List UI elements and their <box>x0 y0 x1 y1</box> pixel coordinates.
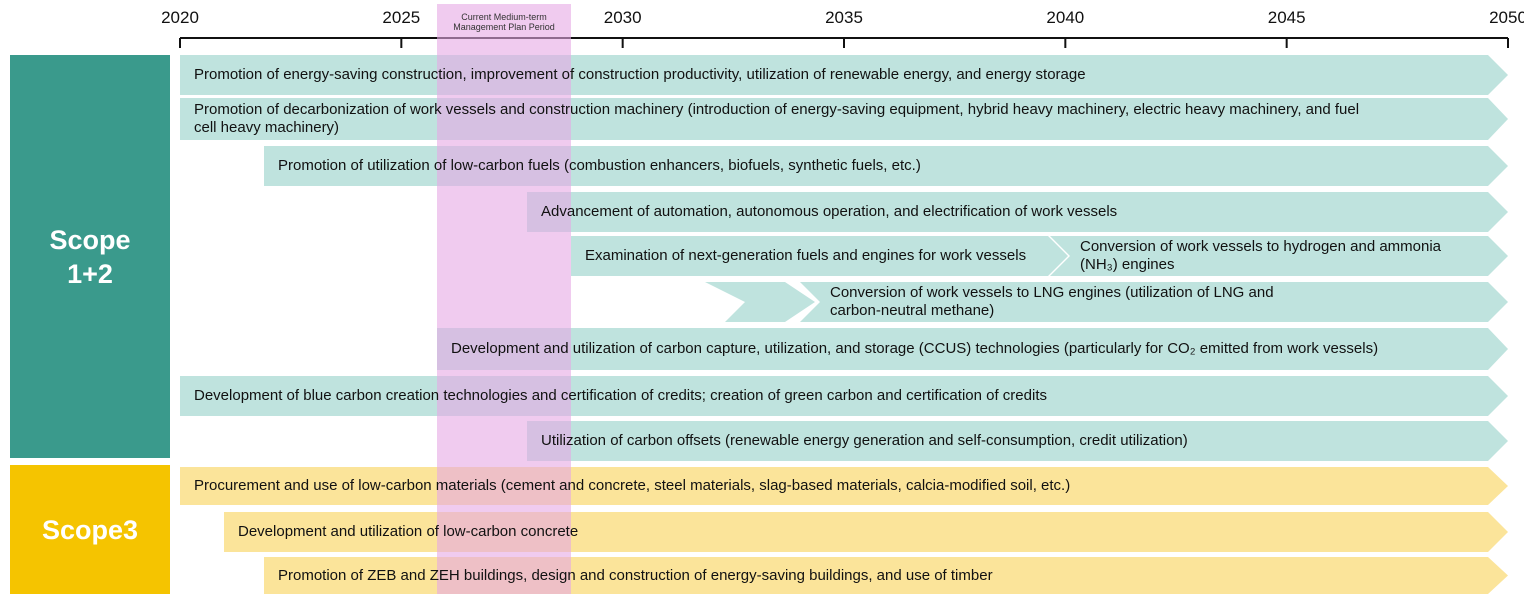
row-label: Procurement and use of low-carbon materi… <box>194 477 1071 494</box>
row-label: Promotion of energy-saving construction,… <box>194 66 1086 83</box>
plan-period-band <box>437 4 571 594</box>
roadmap-arrow <box>437 328 1508 370</box>
year-label: 2035 <box>825 8 863 27</box>
scope-block <box>10 55 170 458</box>
year-label: 2020 <box>161 8 199 27</box>
chevron <box>705 282 815 322</box>
roadmap-arrow <box>527 421 1508 461</box>
roadmap-arrow <box>571 236 1068 276</box>
row-label: Development of blue carbon creation tech… <box>194 387 1047 404</box>
roadmap-arrow <box>264 557 1508 594</box>
row-label: Utilization of carbon offsets (renewable… <box>541 432 1188 449</box>
row-label: Development and utilization of low-carbo… <box>238 523 579 540</box>
year-label: 2045 <box>1267 8 1306 27</box>
period-label: Current Medium-term Management Plan Peri… <box>453 12 555 32</box>
row-label: Examination of next-generation fuels and… <box>585 247 1027 264</box>
row-label: Advancement of automation, autonomous op… <box>541 203 1118 220</box>
row-label: Conversion of work vessels to hydrogen a… <box>1080 238 1442 273</box>
year-label: 2050 <box>1489 8 1524 27</box>
row-label: Conversion of work vessels to LNG engine… <box>830 284 1274 319</box>
scope-label: Scope 1+2 <box>49 224 131 289</box>
row-label: Development and utilization of carbon ca… <box>451 340 1379 357</box>
scope-label: Scope3 <box>41 514 139 545</box>
roadmap-arrow <box>264 146 1508 186</box>
row-label: Promotion of decarbonization of work ves… <box>194 101 1360 136</box>
row-label: Promotion of utilization of low-carbon f… <box>278 157 921 174</box>
roadmap-arrow <box>800 282 1508 322</box>
roadmap-arrow <box>1050 236 1508 276</box>
year-label: 2030 <box>603 8 642 27</box>
roadmap-arrow <box>527 192 1508 232</box>
row-label: Promotion of ZEB and ZEH buildings, desi… <box>278 566 993 584</box>
scope-block <box>10 465 170 594</box>
year-label: 2040 <box>1046 8 1085 27</box>
year-label: 2025 <box>382 8 421 27</box>
